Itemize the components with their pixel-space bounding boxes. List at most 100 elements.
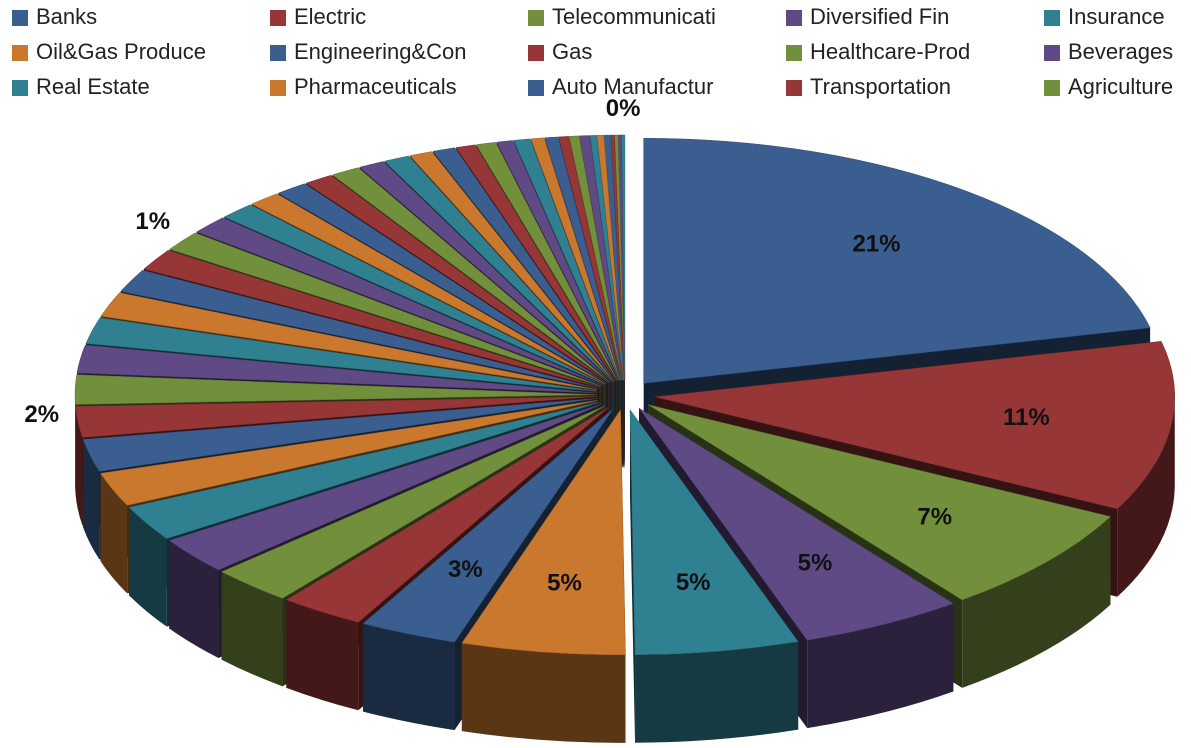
legend-swatch <box>12 45 28 61</box>
slice <box>461 409 626 743</box>
slice-top <box>579 135 624 381</box>
slice-top <box>75 396 596 438</box>
slice-top <box>461 409 626 656</box>
legend-label: Beverages <box>1068 39 1173 64</box>
slice-top <box>544 136 622 381</box>
slice-top <box>120 269 599 389</box>
legend-swatch <box>270 45 286 61</box>
slice-top <box>331 167 610 383</box>
legend-swatch <box>786 80 802 96</box>
slice-top <box>196 217 603 386</box>
legend-swatch <box>786 45 802 61</box>
slice-wall <box>75 406 83 526</box>
slice-top <box>74 374 596 405</box>
legend-label: Real Estate <box>36 74 150 99</box>
legend-swatch <box>12 10 28 26</box>
slice-top <box>221 405 605 599</box>
slice-side <box>630 409 636 743</box>
data-label: 0% <box>606 95 641 122</box>
slice-side <box>286 407 609 688</box>
slice-top <box>305 175 609 383</box>
slice-wall <box>169 540 219 659</box>
slice-wall <box>962 516 1111 688</box>
slice-top <box>251 193 606 384</box>
legend-swatch <box>528 10 544 26</box>
slice-wall <box>129 507 167 627</box>
slice-top <box>168 404 602 571</box>
legend-label: Auto Manufactur <box>552 74 713 99</box>
legend-label: Agriculture <box>1068 74 1173 99</box>
slice-top <box>409 151 615 382</box>
slice-top <box>455 144 617 381</box>
legend-swatch <box>528 45 544 61</box>
legend-label: Insurance <box>1068 4 1165 29</box>
slice-top <box>558 136 622 381</box>
data-label: 5% <box>798 549 833 576</box>
slice-top <box>654 341 1175 510</box>
legend-label: Pharmaceuticals <box>294 74 457 99</box>
legend-label: Banks <box>36 4 97 29</box>
legend-label: Electric <box>294 4 366 29</box>
slice-wall <box>83 439 100 560</box>
slice-top <box>169 232 601 387</box>
slice-top <box>475 142 618 381</box>
data-label: 5% <box>547 570 582 597</box>
legend-swatch <box>270 80 286 96</box>
slice-top <box>568 135 623 381</box>
slice-top <box>384 155 613 382</box>
legend-label: Healthcare-Prod <box>810 39 970 64</box>
slice-top <box>629 408 799 656</box>
slice-top <box>603 134 625 381</box>
slice-wall <box>461 643 626 743</box>
data-label: 7% <box>917 503 952 530</box>
slice-top <box>589 135 624 381</box>
data-label: 11% <box>1003 404 1050 431</box>
slice-wall <box>363 623 455 731</box>
legend-label: Telecommunicati <box>552 4 716 29</box>
slice-top <box>530 137 621 381</box>
slice-top <box>596 134 624 381</box>
legend-swatch <box>12 80 28 96</box>
slice-top <box>277 183 607 384</box>
data-label: 3% <box>448 556 483 583</box>
slice-wall <box>635 641 799 743</box>
legend-swatch <box>528 80 544 96</box>
legend-swatch <box>786 10 802 26</box>
data-label: 5% <box>676 569 711 596</box>
slice-wall <box>221 571 283 687</box>
legend-label: Diversified Fin <box>810 4 949 29</box>
data-label: 1% <box>135 208 170 235</box>
slice-top <box>100 292 597 391</box>
slice-top <box>359 161 612 382</box>
legend-label: Transportation <box>810 74 951 99</box>
slice-top <box>76 344 596 394</box>
slice-top <box>128 402 599 539</box>
slice-wall <box>286 599 359 711</box>
slice-top <box>647 404 1112 601</box>
slice-top <box>610 134 625 381</box>
slice-top <box>100 400 598 506</box>
legend-label: Gas <box>552 39 592 64</box>
slice-top <box>643 138 1151 384</box>
legend-label: Engineering&Con <box>294 39 466 64</box>
slice-top <box>496 140 619 381</box>
slice-top <box>513 138 620 381</box>
slice-top <box>362 408 614 643</box>
slice-wall <box>807 603 954 729</box>
legend-swatch <box>1044 80 1060 96</box>
slice-top <box>85 317 596 392</box>
legend-label: Oil&Gas Produce <box>36 39 206 64</box>
legend-swatch <box>1044 45 1060 61</box>
slice-top <box>223 204 604 385</box>
legend-swatch <box>1044 10 1060 26</box>
slice-wall <box>100 473 128 594</box>
slice-top <box>143 250 600 388</box>
data-label: 2% <box>24 401 59 428</box>
slice-top <box>285 407 609 623</box>
slice-top <box>432 147 616 381</box>
slice-wall <box>1117 396 1175 597</box>
legend-swatch <box>270 10 286 26</box>
data-label: 21% <box>852 230 900 257</box>
slice-top <box>82 398 596 472</box>
